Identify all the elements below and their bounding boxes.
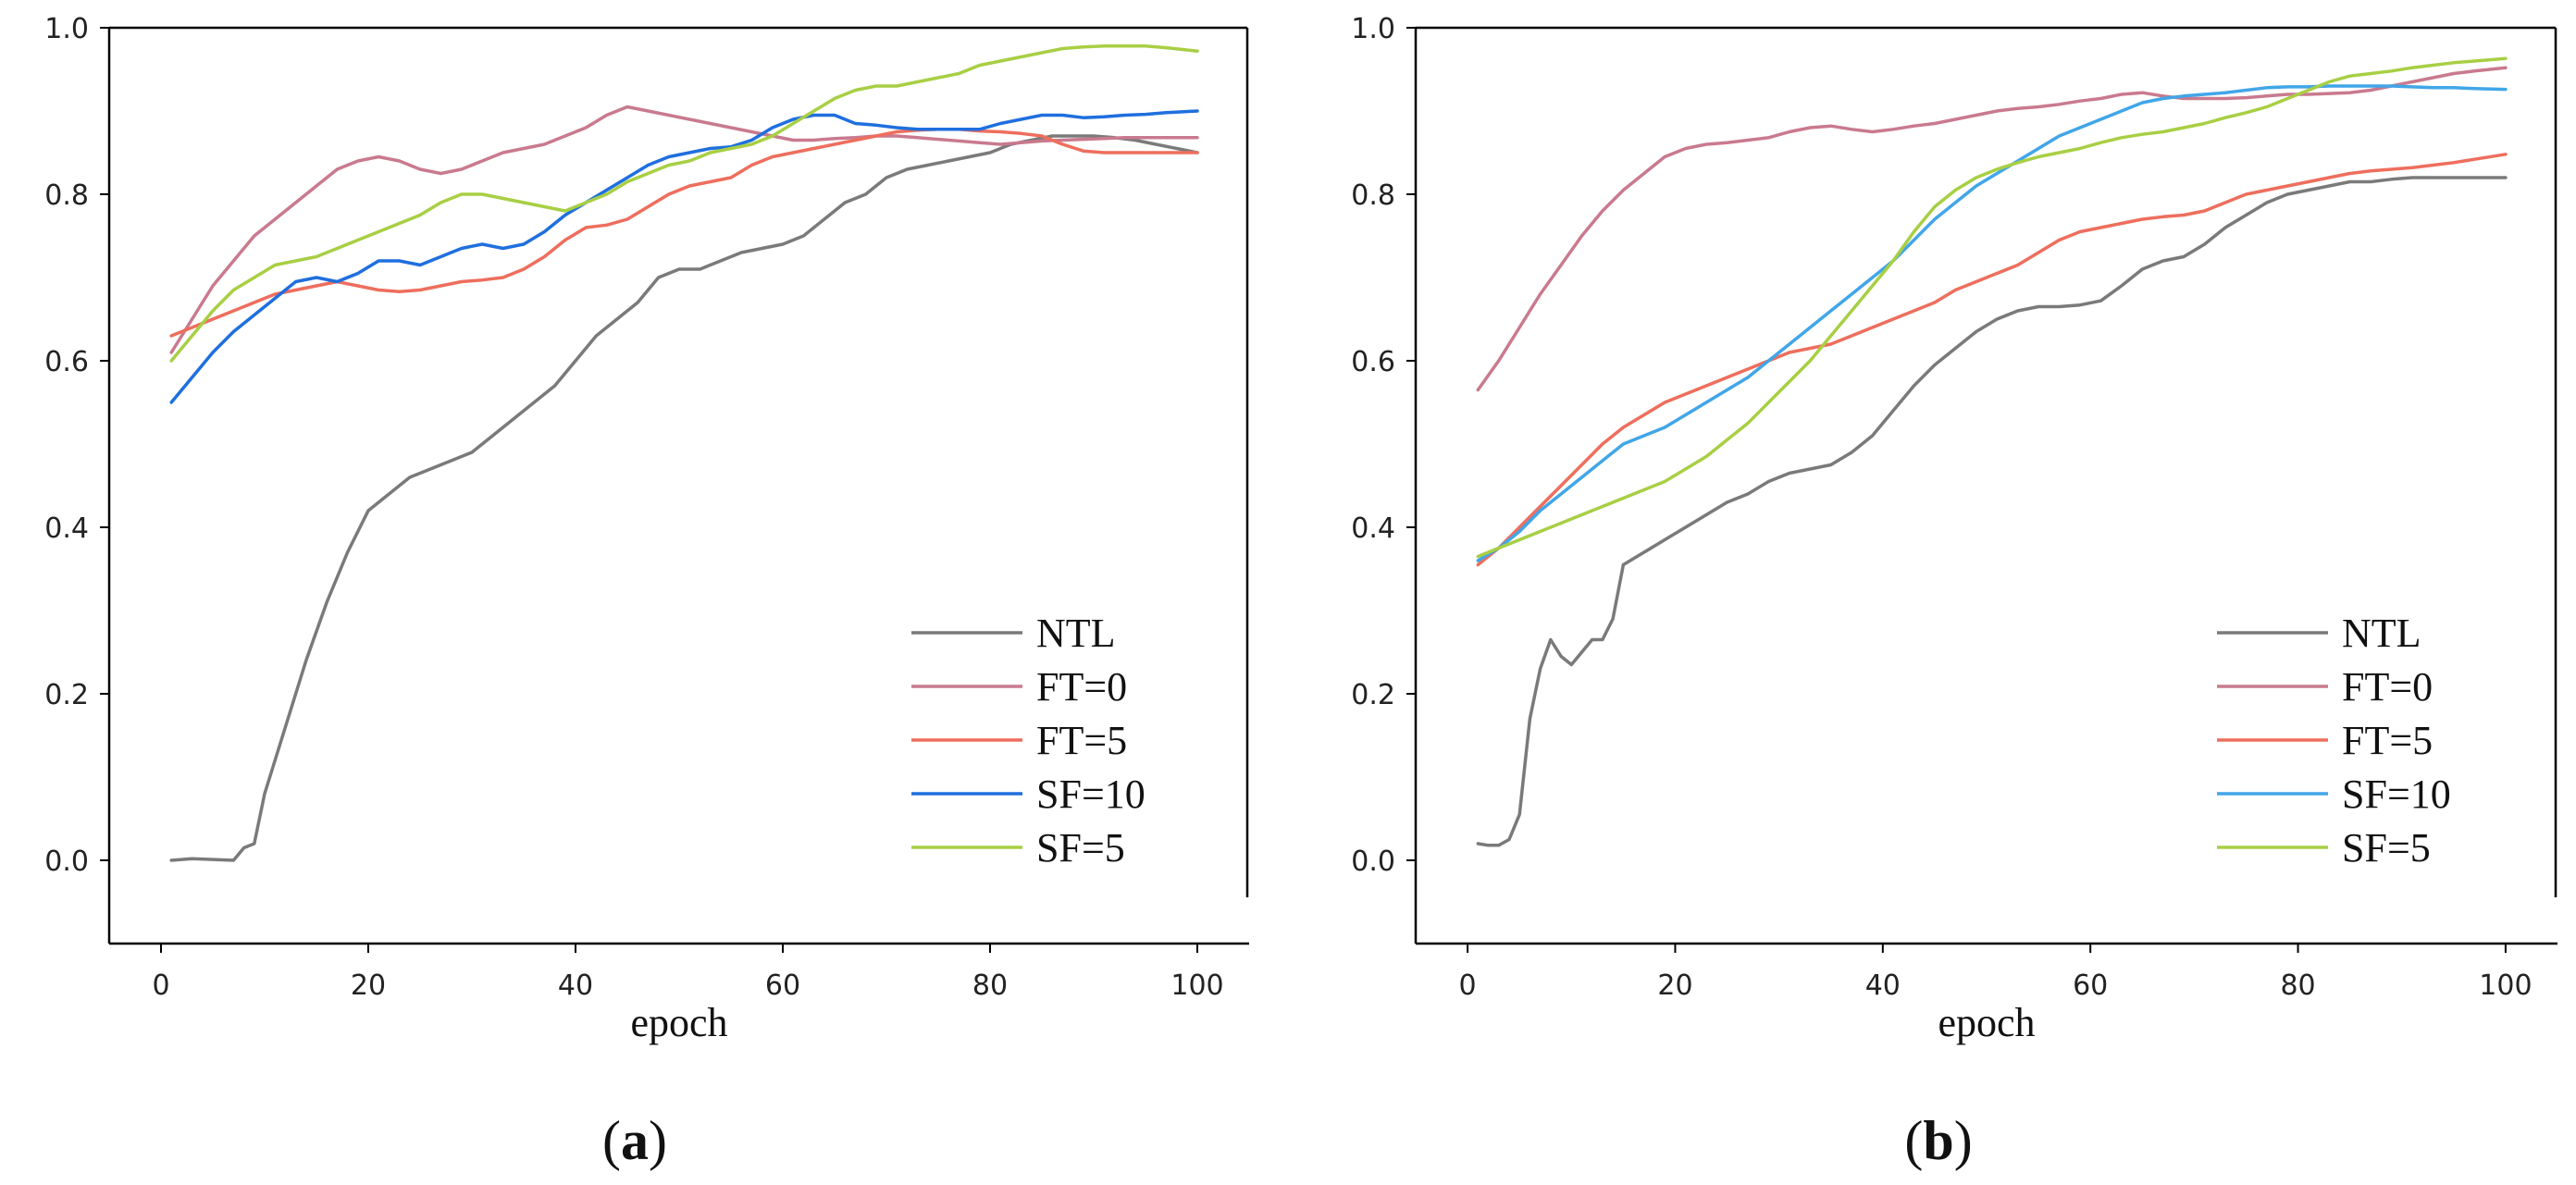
series-line-sf-10 [1476,84,2508,562]
y-tick-label: 0.8 [44,179,89,212]
legend-entry-label: FT=0 [2342,664,2433,710]
panel-b: 0.0 0.2 0.4 0.6 0.8 1.0 0 20 40 60 80 100 epoch NTL FT… [1351,13,2557,1171]
y-tick-label: 0.2 [44,679,89,711]
panel-label: (b) [1904,1110,1972,1171]
legend-entry-label: NTL [1036,611,1116,656]
x-tick-label: 0 [1459,969,1477,1002]
legend-entry-label: NTL [2342,611,2421,656]
legend-entry-label: SF=5 [1036,825,1125,870]
x-tick-label: 40 [1865,969,1901,1002]
x-tick-label: 80 [972,969,1008,1002]
legend-entry-label: SF=10 [1036,771,1146,817]
x-tick-label: 100 [2479,969,2532,1002]
y-tick-label: 0.4 [1351,512,1395,545]
series-line-sf-10 [169,109,1199,404]
panel-label: (a) [602,1110,667,1171]
y-tick-label: 0.0 [1351,846,1395,878]
x-axis-title: epoch [630,1000,727,1045]
y-tick-label: 0.6 [44,346,89,378]
legend-entry-label: FT=5 [1036,718,1127,763]
panel-a: 0.0 0.2 0.4 0.6 0.8 1.0 0 20 40 60 80 100 epoch NTL FT… [44,13,1249,1171]
series-line-sf-5 [169,44,1199,363]
series-line-ntl [1476,176,2508,847]
x-tick-label: 20 [351,969,386,1002]
x-tick-label: 40 [558,969,593,1002]
legend-entry-label: SF=10 [2342,771,2451,817]
legend-entry-label: FT=0 [1036,664,1127,710]
x-tick-label: 0 [152,969,169,1002]
x-axis-title: epoch [1938,1000,2035,1045]
y-tick-label: 0.0 [44,846,89,878]
legend-entry-label: SF=5 [2342,825,2431,870]
x-tick-label: 100 [1170,969,1223,1002]
x-tick-label: 20 [1657,969,1692,1002]
y-tick-label: 0.6 [1351,346,1395,378]
series-line-sf-5 [1476,56,2508,559]
series-line-ft-5 [1476,153,2508,567]
legend: NTL FT=0 FT=5 SF=10 SF=5 [2217,611,2451,870]
y-tick-label: 1.0 [44,13,89,45]
series-line-ft-0 [169,105,1199,354]
y-tick-label: 0.2 [1351,679,1395,711]
series-line-ft-0 [1476,66,2508,392]
series-line-ft-5 [169,128,1199,338]
x-tick-label: 60 [2073,969,2108,1002]
y-tick-label: 0.4 [44,512,89,545]
legend: NTL FT=0 FT=5 SF=10 SF=5 [911,611,1146,870]
x-tick-label: 80 [2280,969,2315,1002]
y-tick-label: 0.8 [1351,179,1395,212]
x-tick-label: 60 [765,969,800,1002]
legend-entry-label: FT=5 [2342,718,2433,763]
y-tick-label: 1.0 [1351,13,1395,45]
